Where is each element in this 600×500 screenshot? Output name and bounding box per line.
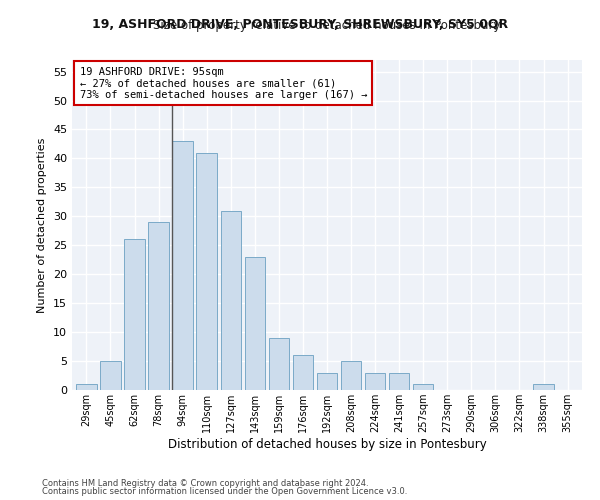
- Text: 19 ASHFORD DRIVE: 95sqm
← 27% of detached houses are smaller (61)
73% of semi-de: 19 ASHFORD DRIVE: 95sqm ← 27% of detache…: [80, 66, 367, 100]
- Bar: [148, 222, 169, 390]
- Bar: [124, 240, 145, 390]
- Title: Size of property relative to detached houses in Pontesbury: Size of property relative to detached ho…: [153, 20, 501, 32]
- Bar: [269, 338, 289, 390]
- Bar: [196, 152, 217, 390]
- Bar: [341, 361, 361, 390]
- Text: 19, ASHFORD DRIVE, PONTESBURY, SHREWSBURY, SY5 0QR: 19, ASHFORD DRIVE, PONTESBURY, SHREWSBUR…: [92, 18, 508, 30]
- Bar: [76, 384, 97, 390]
- Bar: [221, 210, 241, 390]
- Bar: [533, 384, 554, 390]
- Bar: [245, 257, 265, 390]
- Y-axis label: Number of detached properties: Number of detached properties: [37, 138, 47, 312]
- Bar: [317, 372, 337, 390]
- Text: Contains HM Land Registry data © Crown copyright and database right 2024.: Contains HM Land Registry data © Crown c…: [42, 478, 368, 488]
- Bar: [389, 372, 409, 390]
- Bar: [293, 356, 313, 390]
- Bar: [172, 141, 193, 390]
- Bar: [365, 372, 385, 390]
- X-axis label: Distribution of detached houses by size in Pontesbury: Distribution of detached houses by size …: [167, 438, 487, 451]
- Bar: [413, 384, 433, 390]
- Text: Contains public sector information licensed under the Open Government Licence v3: Contains public sector information licen…: [42, 487, 407, 496]
- Bar: [100, 361, 121, 390]
